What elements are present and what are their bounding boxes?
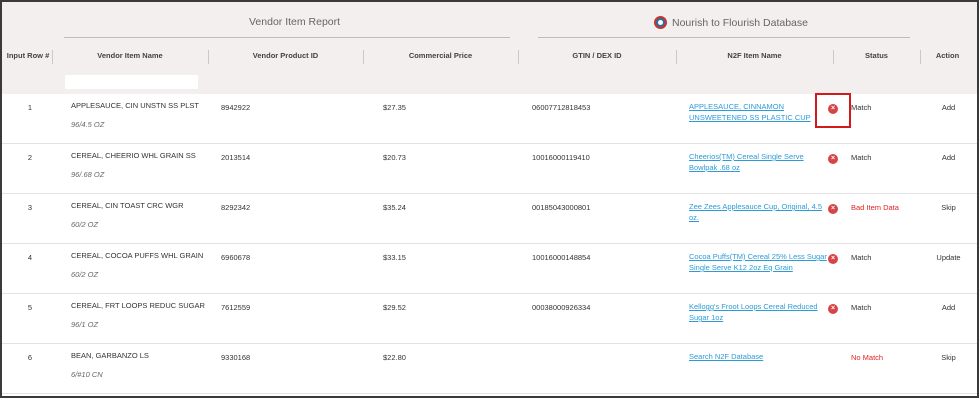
col-divider bbox=[208, 50, 209, 64]
action-label[interactable]: Add bbox=[941, 103, 956, 112]
col-divider bbox=[920, 50, 921, 64]
table-row: 4 CEREAL, COCOA PUFFS WHL GRAIN 60/2 OZ … bbox=[2, 244, 977, 294]
n2f-item-link[interactable]: APPLESAUCE, CINNAMON UNSWEETENED SS PLAS… bbox=[689, 102, 811, 122]
col-divider bbox=[52, 50, 53, 64]
vendor-item-pack: 60/2 OZ bbox=[71, 220, 99, 229]
vendor-item-pack: 6/#10 CN bbox=[71, 370, 103, 379]
highlight-box bbox=[815, 93, 851, 128]
filter-row bbox=[2, 72, 977, 94]
remove-match-icon[interactable]: × bbox=[828, 254, 838, 264]
vendor-item-pack: 96/.68 OZ bbox=[71, 170, 105, 179]
n2f-logo-icon bbox=[654, 16, 667, 29]
n2f-item-link[interactable]: Zee Zees Applesauce Cup, Original, 4.5 o… bbox=[689, 202, 822, 222]
commercial-price: $35.24 bbox=[383, 203, 406, 212]
status-label: No Match bbox=[851, 353, 884, 362]
vendor-product-id: 8292342 bbox=[221, 203, 251, 212]
n2f-item-link[interactable]: Cheerios(TM) Cereal Single Serve Bowlpak… bbox=[689, 152, 804, 172]
vendor-product-id: 8942922 bbox=[221, 103, 251, 112]
gtin: 10016000148854 bbox=[532, 253, 591, 262]
col-vendor-item-name[interactable]: Vendor Item Name bbox=[97, 51, 163, 60]
vendor-product-id: 2013514 bbox=[221, 153, 251, 162]
remove-match-icon[interactable]: × bbox=[828, 154, 838, 164]
action-label[interactable]: Add bbox=[941, 153, 956, 162]
row-number: 4 bbox=[27, 253, 33, 262]
remove-match-icon[interactable]: × bbox=[828, 204, 838, 214]
vendor-group-title: Vendor Item Report bbox=[249, 16, 341, 28]
n2f-group-label: Nourish to Flourish Database bbox=[672, 16, 808, 29]
commercial-price: $29.52 bbox=[383, 303, 406, 312]
status-label: Match bbox=[851, 253, 872, 262]
col-divider bbox=[833, 50, 834, 64]
row-number: 2 bbox=[27, 153, 33, 162]
n2f-group-underline bbox=[538, 37, 910, 38]
col-commercial-price[interactable]: Commercial Price bbox=[408, 51, 473, 60]
table-row: 1 APPLESAUCE, CIN UNSTN SS PLST 96/4.5 O… bbox=[2, 94, 977, 144]
gtin: 06007712818453 bbox=[532, 103, 591, 112]
vendor-item-name: CEREAL, CIN TOAST CRC WGR bbox=[71, 201, 184, 210]
col-n2f-item-name[interactable]: N2F Item Name bbox=[727, 51, 782, 60]
col-divider bbox=[363, 50, 364, 64]
gtin: 10016000119410 bbox=[532, 153, 590, 162]
status-label: Match bbox=[851, 303, 872, 312]
remove-match-icon[interactable]: × bbox=[828, 104, 838, 114]
col-input-row[interactable]: Input Row # bbox=[6, 51, 50, 60]
row-number: 3 bbox=[27, 203, 33, 212]
gtin: 00038000926334 bbox=[532, 303, 591, 312]
table-row: 2 CEREAL, CHEERIO WHL GRAIN SS 96/.68 OZ… bbox=[2, 144, 977, 194]
status-label: Match bbox=[851, 153, 872, 162]
col-divider bbox=[676, 50, 677, 64]
vendor-item-filter-input[interactable] bbox=[65, 75, 198, 89]
col-gtin[interactable]: GTIN / DEX ID bbox=[572, 51, 622, 60]
vendor-item-name: BEAN, GARBANZO LS bbox=[71, 351, 149, 360]
vendor-product-id: 7612559 bbox=[221, 303, 251, 312]
action-label[interactable]: Skip bbox=[941, 353, 956, 362]
vendor-item-pack: 60/2 OZ bbox=[71, 270, 99, 279]
vendor-item-pack: 96/4.5 OZ bbox=[71, 120, 105, 129]
action-label[interactable]: Skip bbox=[941, 203, 956, 212]
search-n2f-database-link[interactable]: Search N2F Database bbox=[689, 352, 764, 361]
row-number: 1 bbox=[27, 103, 33, 112]
commercial-price: $33.15 bbox=[383, 253, 406, 262]
column-header-row: Input Row # Vendor Item Name Vendor Prod… bbox=[2, 42, 977, 72]
n2f-group-title: Nourish to Flourish Database bbox=[654, 16, 808, 29]
vendor-product-id: 9330168 bbox=[221, 353, 251, 362]
status-label: Match bbox=[851, 103, 872, 112]
action-label[interactable]: Add bbox=[941, 303, 956, 312]
col-divider bbox=[518, 50, 519, 64]
vendor-item-name: APPLESAUCE, CIN UNSTN SS PLST bbox=[71, 101, 199, 110]
vendor-item-pack: 96/1 OZ bbox=[71, 320, 99, 329]
commercial-price: $22.80 bbox=[383, 353, 406, 362]
table-row: 5 CEREAL, FRT LOOPS REDUC SUGAR 96/1 OZ … bbox=[2, 294, 977, 344]
vendor-product-id: 6960678 bbox=[221, 253, 251, 262]
row-number: 6 bbox=[27, 353, 33, 362]
col-action[interactable]: Action bbox=[935, 51, 960, 60]
row-number: 5 bbox=[27, 303, 33, 312]
table-row: 3 CEREAL, CIN TOAST CRC WGR 60/2 OZ 8292… bbox=[2, 194, 977, 244]
action-label[interactable]: Update bbox=[936, 253, 961, 262]
status-label: Bad Item Data bbox=[851, 203, 899, 212]
col-status[interactable]: Status bbox=[865, 51, 888, 60]
table-row: 6 BEAN, GARBANZO LS 6/#10 CN 9330168 $22… bbox=[2, 344, 977, 394]
vendor-item-name: CEREAL, CHEERIO WHL GRAIN SS bbox=[71, 151, 196, 160]
vendor-item-name: CEREAL, COCOA PUFFS WHL GRAIN bbox=[71, 251, 204, 260]
gtin: 00185043000801 bbox=[532, 203, 591, 212]
remove-match-icon[interactable]: × bbox=[828, 304, 838, 314]
n2f-item-link[interactable]: Cocoa Puffs(TM) Cereal 25% Less Sugar Si… bbox=[689, 252, 827, 272]
col-vendor-product-id[interactable]: Vendor Product ID bbox=[252, 51, 319, 60]
commercial-price: $27.35 bbox=[383, 103, 406, 112]
vendor-group-underline bbox=[64, 37, 510, 38]
group-header: Vendor Item Report Nourish to Flourish D… bbox=[2, 2, 977, 42]
commercial-price: $20.73 bbox=[383, 153, 406, 162]
vendor-item-name: CEREAL, FRT LOOPS REDUC SUGAR bbox=[71, 301, 205, 310]
n2f-item-link[interactable]: Kellogg's Froot Loops Cereal Reduced Sug… bbox=[689, 302, 818, 322]
